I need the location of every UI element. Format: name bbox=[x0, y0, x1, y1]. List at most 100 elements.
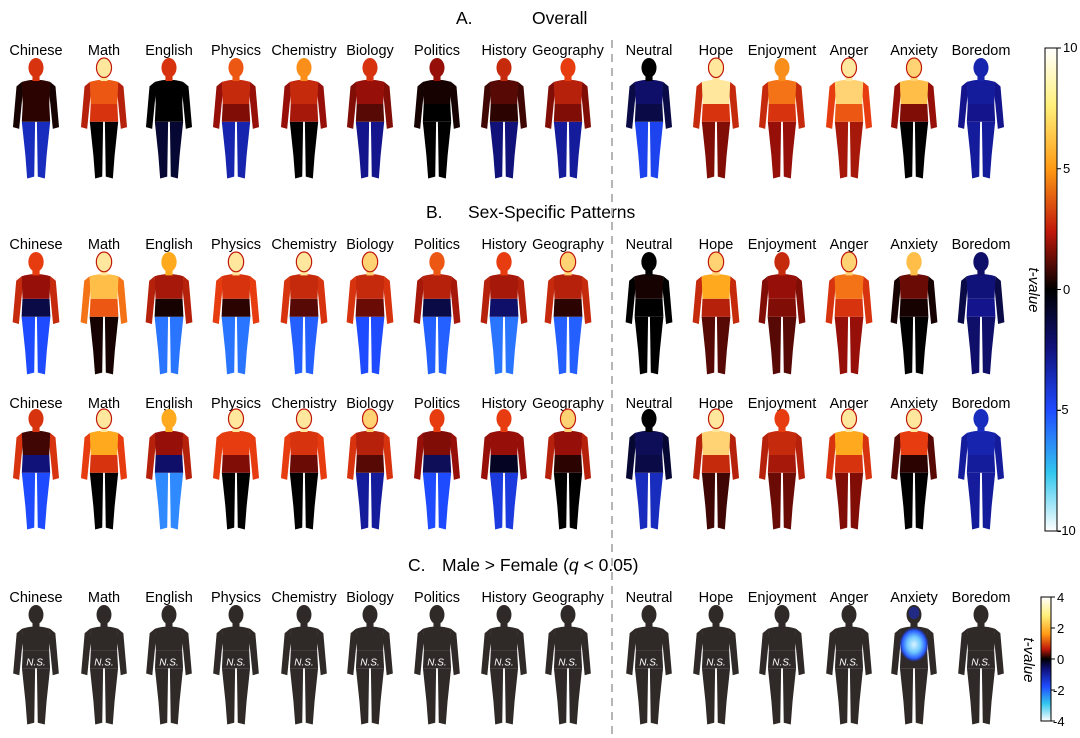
body-map-enjoyment: Enjoyment bbox=[748, 43, 816, 179]
body-region-head bbox=[708, 252, 724, 272]
body-map-anxiety: Anxiety bbox=[890, 43, 939, 179]
body-region-head bbox=[708, 409, 724, 429]
body-region-arms bbox=[927, 276, 938, 324]
body-region-abdomen bbox=[422, 650, 452, 669]
body-region-arms bbox=[480, 81, 491, 129]
body-region-abdomen bbox=[701, 455, 731, 473]
body-region-legs bbox=[289, 121, 304, 179]
section-a-letter: A. bbox=[456, 8, 473, 28]
body-region-legs bbox=[154, 316, 169, 375]
body-region-arms bbox=[692, 432, 703, 480]
body-region-abdomen bbox=[899, 104, 929, 122]
head-outline bbox=[559, 251, 577, 273]
body-region-head bbox=[100, 270, 108, 276]
body-region-legs bbox=[289, 316, 304, 375]
body-map-english: English N.S. bbox=[145, 590, 193, 725]
body-silhouette bbox=[80, 57, 128, 179]
body-region-legs bbox=[966, 472, 981, 530]
column-label: Politics bbox=[414, 396, 460, 412]
body-region-arms bbox=[625, 81, 636, 129]
body-silhouette bbox=[890, 252, 938, 375]
body-map-physics: Physics bbox=[211, 237, 261, 375]
body-region-arms bbox=[957, 432, 968, 480]
body-region-chest bbox=[489, 626, 519, 651]
body-region-arms bbox=[182, 276, 193, 324]
column-label: Boredom bbox=[952, 43, 1011, 59]
body-region-legs bbox=[236, 668, 251, 725]
body-silhouette bbox=[758, 409, 806, 530]
body-region-legs bbox=[236, 316, 251, 375]
column-label: Chemistry bbox=[271, 237, 337, 253]
body-region-arms bbox=[346, 276, 357, 324]
body-region-abdomen bbox=[355, 298, 385, 317]
not-significant-label: N.S. bbox=[294, 657, 313, 668]
body-region-legs bbox=[981, 121, 996, 179]
body-region-legs bbox=[553, 121, 568, 179]
body-region-abdomen bbox=[899, 455, 929, 473]
body-region-legs bbox=[634, 316, 649, 375]
body-region-head bbox=[433, 75, 441, 82]
body-region-head bbox=[296, 58, 312, 78]
body-region-legs bbox=[221, 472, 236, 530]
body-region-abdomen bbox=[154, 455, 184, 473]
body-region-arms bbox=[825, 81, 836, 129]
body-silhouette bbox=[625, 58, 673, 179]
body-map-math: Math bbox=[80, 43, 128, 179]
body-region-arms bbox=[795, 432, 806, 480]
body-region-legs bbox=[701, 472, 716, 530]
body-map-history: History bbox=[480, 396, 527, 530]
body-region-legs bbox=[966, 668, 981, 725]
body-region-arms bbox=[117, 276, 128, 324]
body-region-abdomen bbox=[966, 104, 996, 122]
body-region-head bbox=[973, 252, 989, 272]
body-region-abdomen bbox=[966, 455, 996, 473]
body-region-chest bbox=[634, 274, 664, 299]
body-region-arms bbox=[692, 276, 703, 324]
body-map-chinese: Chinese bbox=[9, 43, 63, 179]
body-region-head bbox=[641, 409, 657, 429]
column-label: Math bbox=[88, 237, 120, 253]
column-label: Enjoyment bbox=[748, 396, 817, 412]
body-region-chest bbox=[767, 79, 797, 105]
body-map-anxiety: Anxiety bbox=[890, 396, 939, 530]
body-region-head bbox=[841, 605, 857, 625]
body-region-head bbox=[429, 605, 445, 625]
body-region-head bbox=[500, 622, 508, 628]
body-region-head bbox=[232, 75, 240, 82]
column-label: Anxiety bbox=[890, 590, 938, 606]
body-region-chest bbox=[289, 626, 319, 651]
body-silhouette bbox=[281, 605, 327, 725]
body-region-head bbox=[32, 622, 40, 628]
head-outline bbox=[227, 251, 245, 273]
body-silhouette bbox=[890, 57, 938, 179]
body-region-arms bbox=[795, 81, 806, 129]
body-region-arms bbox=[581, 432, 592, 480]
body-region-chest bbox=[289, 274, 319, 299]
body-map-enjoyment: Enjoyment N.S. bbox=[748, 590, 816, 725]
body-map-biology: Biology N.S. bbox=[346, 590, 395, 725]
body-region-arms bbox=[795, 628, 805, 676]
body-region-arms bbox=[117, 432, 128, 480]
body-region-arms bbox=[12, 81, 23, 129]
body-region-head bbox=[28, 605, 44, 625]
body-region-legs bbox=[914, 316, 929, 375]
body-region-arms bbox=[212, 276, 223, 324]
body-region-legs bbox=[370, 316, 385, 375]
column-label: Physics bbox=[211, 396, 261, 412]
body-region-head bbox=[977, 75, 985, 82]
body-region-head bbox=[366, 75, 374, 82]
body-region-legs bbox=[437, 316, 452, 375]
body-region-head bbox=[841, 252, 857, 272]
column-label: Anger bbox=[830, 396, 869, 412]
not-significant-label: N.S. bbox=[226, 657, 245, 668]
body-region-chest bbox=[154, 430, 184, 456]
body-region-legs bbox=[489, 668, 504, 725]
body-region-abdomen bbox=[422, 455, 452, 473]
body-region-head bbox=[774, 605, 790, 625]
head-outline bbox=[227, 408, 245, 430]
body-region-head bbox=[708, 58, 724, 78]
body-region-head bbox=[165, 622, 173, 628]
not-significant-label: N.S. bbox=[558, 657, 577, 668]
body-region-legs bbox=[899, 121, 914, 179]
body-region-legs bbox=[767, 472, 782, 530]
